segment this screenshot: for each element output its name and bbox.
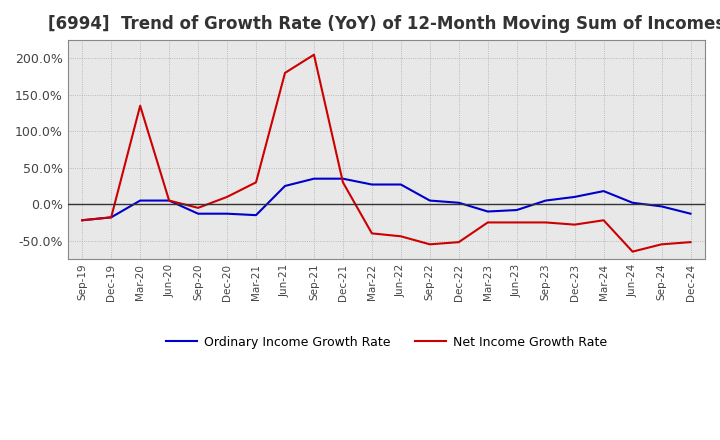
Legend: Ordinary Income Growth Rate, Net Income Growth Rate: Ordinary Income Growth Rate, Net Income … [161,331,612,354]
Net Income Growth Rate [599,218,608,223]
Ordinary Income Growth Rate [397,182,405,187]
Ordinary Income Growth Rate [252,213,261,218]
Net Income Growth Rate [397,234,405,239]
Line: Ordinary Income Growth Rate: Ordinary Income Growth Rate [82,179,690,220]
Net Income Growth Rate [165,198,174,203]
Ordinary Income Growth Rate [541,198,550,203]
Ordinary Income Growth Rate [165,198,174,203]
Ordinary Income Growth Rate [483,209,492,214]
Net Income Growth Rate [136,103,145,108]
Net Income Growth Rate [513,220,521,225]
Net Income Growth Rate [194,205,202,210]
Ordinary Income Growth Rate [107,215,115,220]
Ordinary Income Growth Rate [686,211,695,216]
Net Income Growth Rate [368,231,377,236]
Net Income Growth Rate [483,220,492,225]
Net Income Growth Rate [570,222,579,227]
Net Income Growth Rate [426,242,434,247]
Ordinary Income Growth Rate [513,207,521,213]
Net Income Growth Rate [657,242,666,247]
Net Income Growth Rate [310,52,318,57]
Ordinary Income Growth Rate [310,176,318,181]
Net Income Growth Rate [629,249,637,254]
Net Income Growth Rate [252,180,261,185]
Net Income Growth Rate [222,194,231,200]
Ordinary Income Growth Rate [338,176,347,181]
Line: Net Income Growth Rate: Net Income Growth Rate [82,55,690,252]
Net Income Growth Rate [338,180,347,185]
Net Income Growth Rate [686,239,695,245]
Net Income Growth Rate [107,215,115,220]
Net Income Growth Rate [78,218,86,223]
Ordinary Income Growth Rate [454,200,463,205]
Ordinary Income Growth Rate [136,198,145,203]
Title: [6994]  Trend of Growth Rate (YoY) of 12-Month Moving Sum of Incomes: [6994] Trend of Growth Rate (YoY) of 12-… [48,15,720,33]
Net Income Growth Rate [281,70,289,76]
Ordinary Income Growth Rate [222,211,231,216]
Ordinary Income Growth Rate [78,218,86,223]
Net Income Growth Rate [454,239,463,245]
Ordinary Income Growth Rate [599,188,608,194]
Ordinary Income Growth Rate [657,204,666,209]
Ordinary Income Growth Rate [281,183,289,189]
Ordinary Income Growth Rate [368,182,377,187]
Ordinary Income Growth Rate [426,198,434,203]
Ordinary Income Growth Rate [570,194,579,200]
Net Income Growth Rate [541,220,550,225]
Ordinary Income Growth Rate [194,211,202,216]
Ordinary Income Growth Rate [629,200,637,205]
